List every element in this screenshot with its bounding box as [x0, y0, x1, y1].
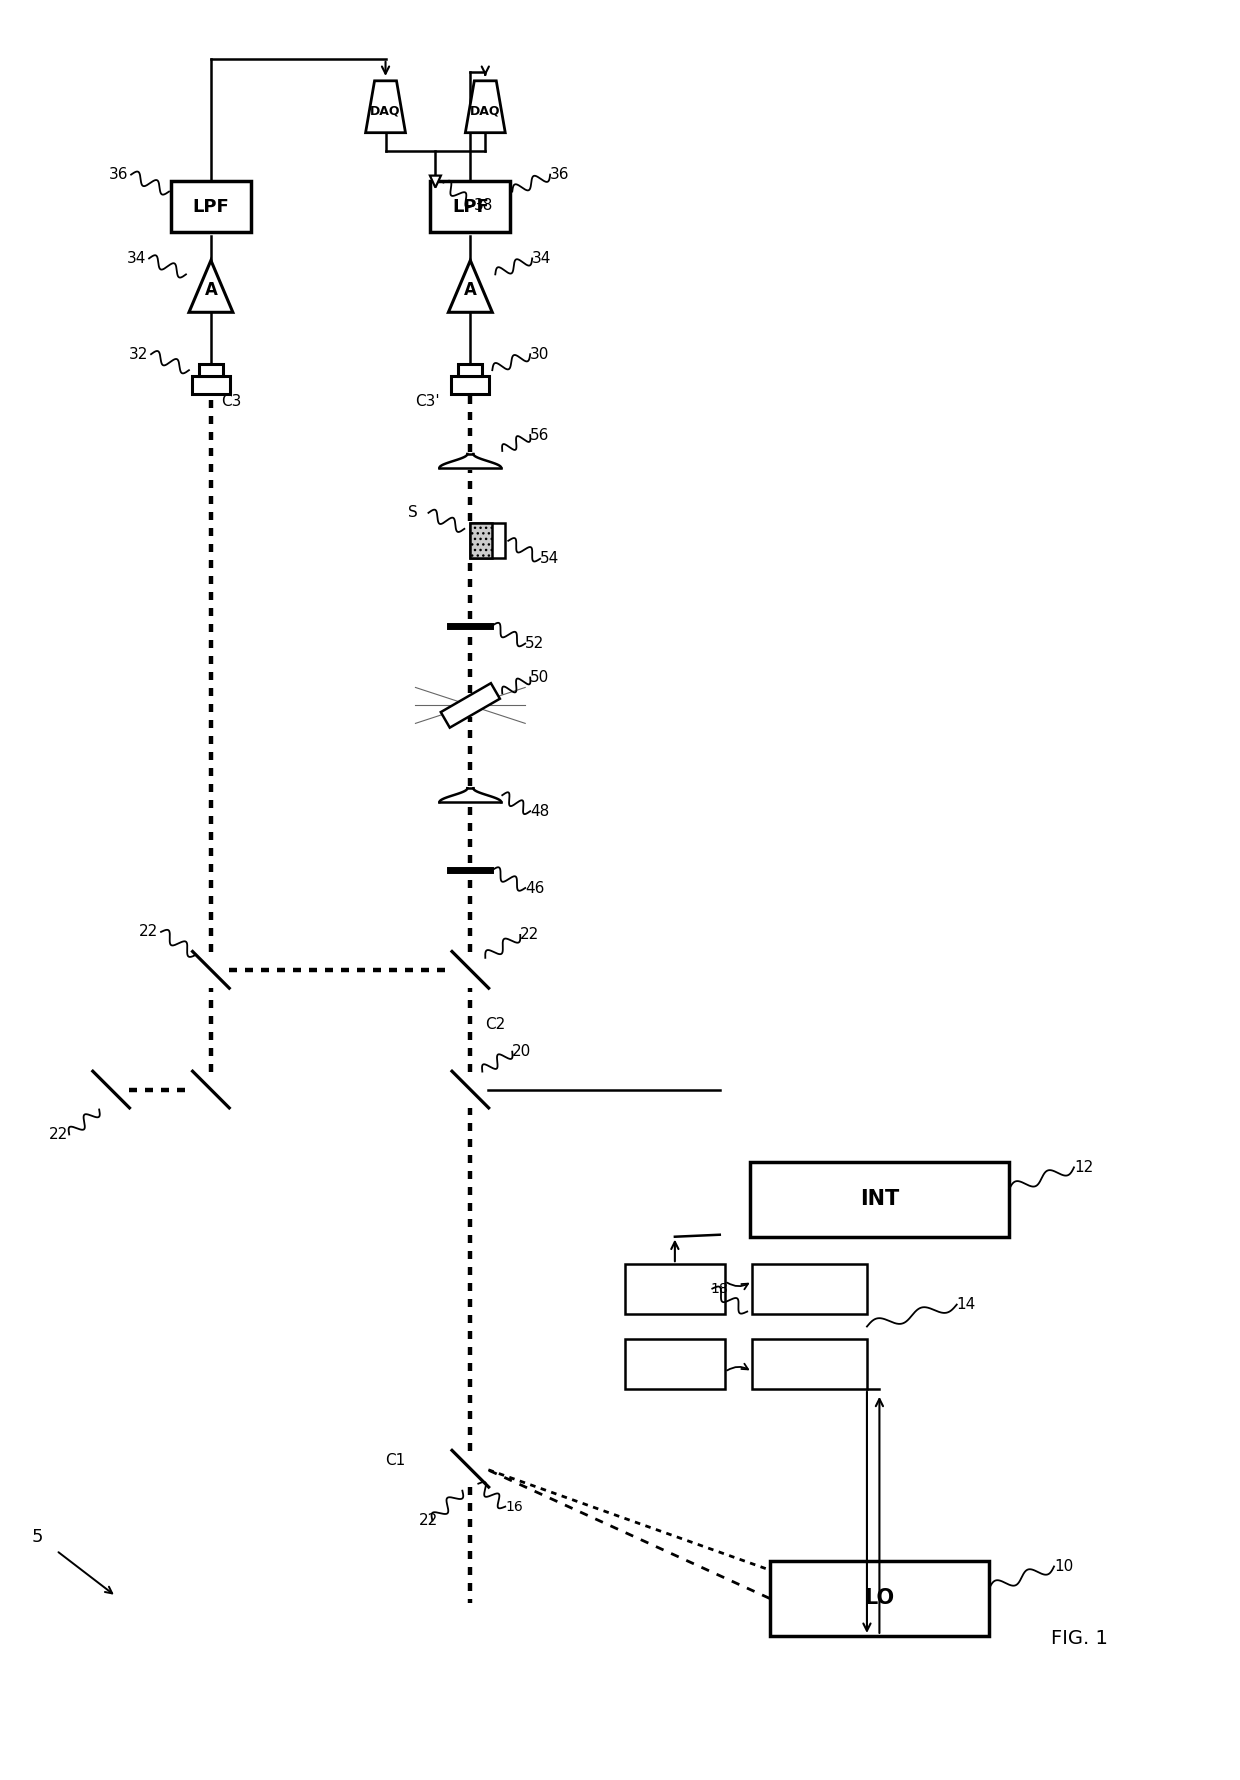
Text: C3: C3: [221, 393, 242, 409]
Polygon shape: [430, 176, 441, 187]
Text: 12: 12: [1074, 1161, 1094, 1175]
Polygon shape: [465, 80, 505, 134]
Bar: [753, 1264, 867, 1314]
Text: 22: 22: [139, 924, 159, 940]
Text: C3': C3': [415, 393, 440, 409]
Text: 56: 56: [531, 427, 549, 443]
Text: 48: 48: [531, 805, 549, 819]
Text: 52: 52: [526, 635, 544, 651]
Bar: [192, 376, 229, 393]
Text: DAQ: DAQ: [371, 105, 401, 117]
Text: A: A: [205, 281, 217, 299]
Text: 32: 32: [129, 347, 149, 361]
Text: 36: 36: [551, 167, 569, 182]
Text: 34: 34: [532, 251, 552, 265]
Bar: [470, 523, 492, 559]
Text: S: S: [408, 506, 418, 520]
Text: LPF: LPF: [192, 198, 229, 215]
Text: A: A: [464, 281, 476, 299]
Bar: [625, 1339, 724, 1388]
Bar: [171, 180, 250, 233]
Text: FIG. 1: FIG. 1: [1050, 1629, 1107, 1648]
Bar: [459, 365, 482, 376]
Text: DAQ: DAQ: [470, 105, 501, 117]
Text: C1: C1: [386, 1452, 405, 1468]
Text: 16: 16: [505, 1499, 523, 1513]
Bar: [470, 523, 505, 559]
Text: C2: C2: [485, 1016, 506, 1032]
Bar: [198, 365, 223, 376]
Polygon shape: [188, 260, 233, 312]
Bar: [451, 376, 490, 393]
Text: 5: 5: [31, 1527, 43, 1545]
Text: LO: LO: [864, 1588, 894, 1609]
Bar: [753, 1339, 867, 1388]
Polygon shape: [366, 80, 405, 134]
Text: 54: 54: [541, 552, 559, 566]
Text: 14: 14: [957, 1298, 976, 1312]
Text: 18: 18: [711, 1282, 728, 1296]
Text: 20: 20: [512, 1045, 532, 1059]
Bar: [770, 1561, 990, 1636]
Text: 36: 36: [109, 167, 129, 182]
Text: 22: 22: [418, 1513, 438, 1527]
Bar: [750, 1162, 1009, 1237]
Text: LPF: LPF: [451, 198, 489, 215]
Bar: [430, 180, 510, 233]
Polygon shape: [440, 684, 500, 728]
Text: 22: 22: [50, 1127, 68, 1143]
Text: 22: 22: [521, 927, 539, 942]
Text: 50: 50: [531, 669, 549, 685]
Bar: [625, 1264, 724, 1314]
Text: 30: 30: [531, 347, 549, 361]
Text: 46: 46: [526, 881, 544, 895]
Text: INT: INT: [859, 1189, 899, 1209]
Text: 38: 38: [474, 198, 492, 214]
Polygon shape: [449, 260, 492, 312]
Text: 10: 10: [1054, 1559, 1074, 1574]
Text: 34: 34: [128, 251, 146, 265]
